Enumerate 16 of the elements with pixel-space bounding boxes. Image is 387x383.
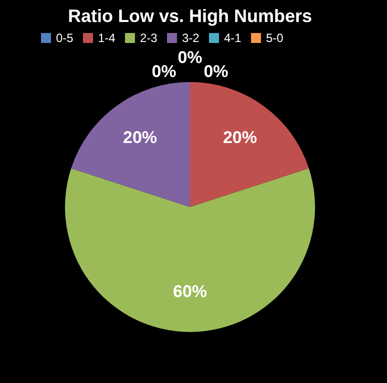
legend-label: 3-2 bbox=[182, 31, 200, 45]
pie-slice bbox=[71, 82, 190, 207]
text: 0% bbox=[178, 48, 202, 67]
legend-label: 5-0 bbox=[266, 31, 284, 45]
pie-slice bbox=[190, 82, 309, 207]
legend-label: 0-5 bbox=[56, 31, 74, 45]
legend-label: 2-3 bbox=[140, 31, 158, 45]
chart-title: Ratio Low vs. High Numbers bbox=[68, 6, 312, 26]
pie-slice bbox=[65, 168, 315, 332]
legend-label: 1-4 bbox=[98, 31, 116, 45]
data-label: 60% bbox=[172, 282, 208, 301]
data-label: 20% bbox=[222, 128, 257, 148]
text: 0% bbox=[152, 62, 176, 81]
text: 0% bbox=[204, 62, 228, 81]
legend-label: 4-1 bbox=[224, 31, 242, 45]
data-label: 20% bbox=[123, 128, 158, 148]
